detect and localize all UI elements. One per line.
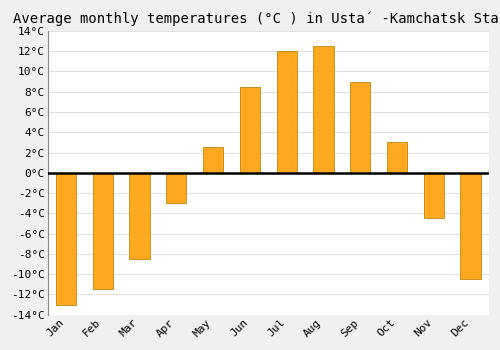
Bar: [387, 142, 407, 173]
Title: Average monthly temperatures (°C ) in Ustа́ -Kamchatsk Staryy: Average monthly temperatures (°C ) in Us…: [13, 11, 500, 26]
Bar: [240, 87, 260, 173]
Bar: [276, 51, 297, 173]
Bar: [92, 173, 113, 289]
Bar: [56, 173, 76, 304]
Bar: [350, 82, 370, 173]
Bar: [424, 173, 444, 218]
Bar: [166, 173, 186, 203]
Bar: [460, 173, 480, 279]
Bar: [203, 147, 223, 173]
Bar: [314, 46, 334, 173]
Bar: [130, 173, 150, 259]
